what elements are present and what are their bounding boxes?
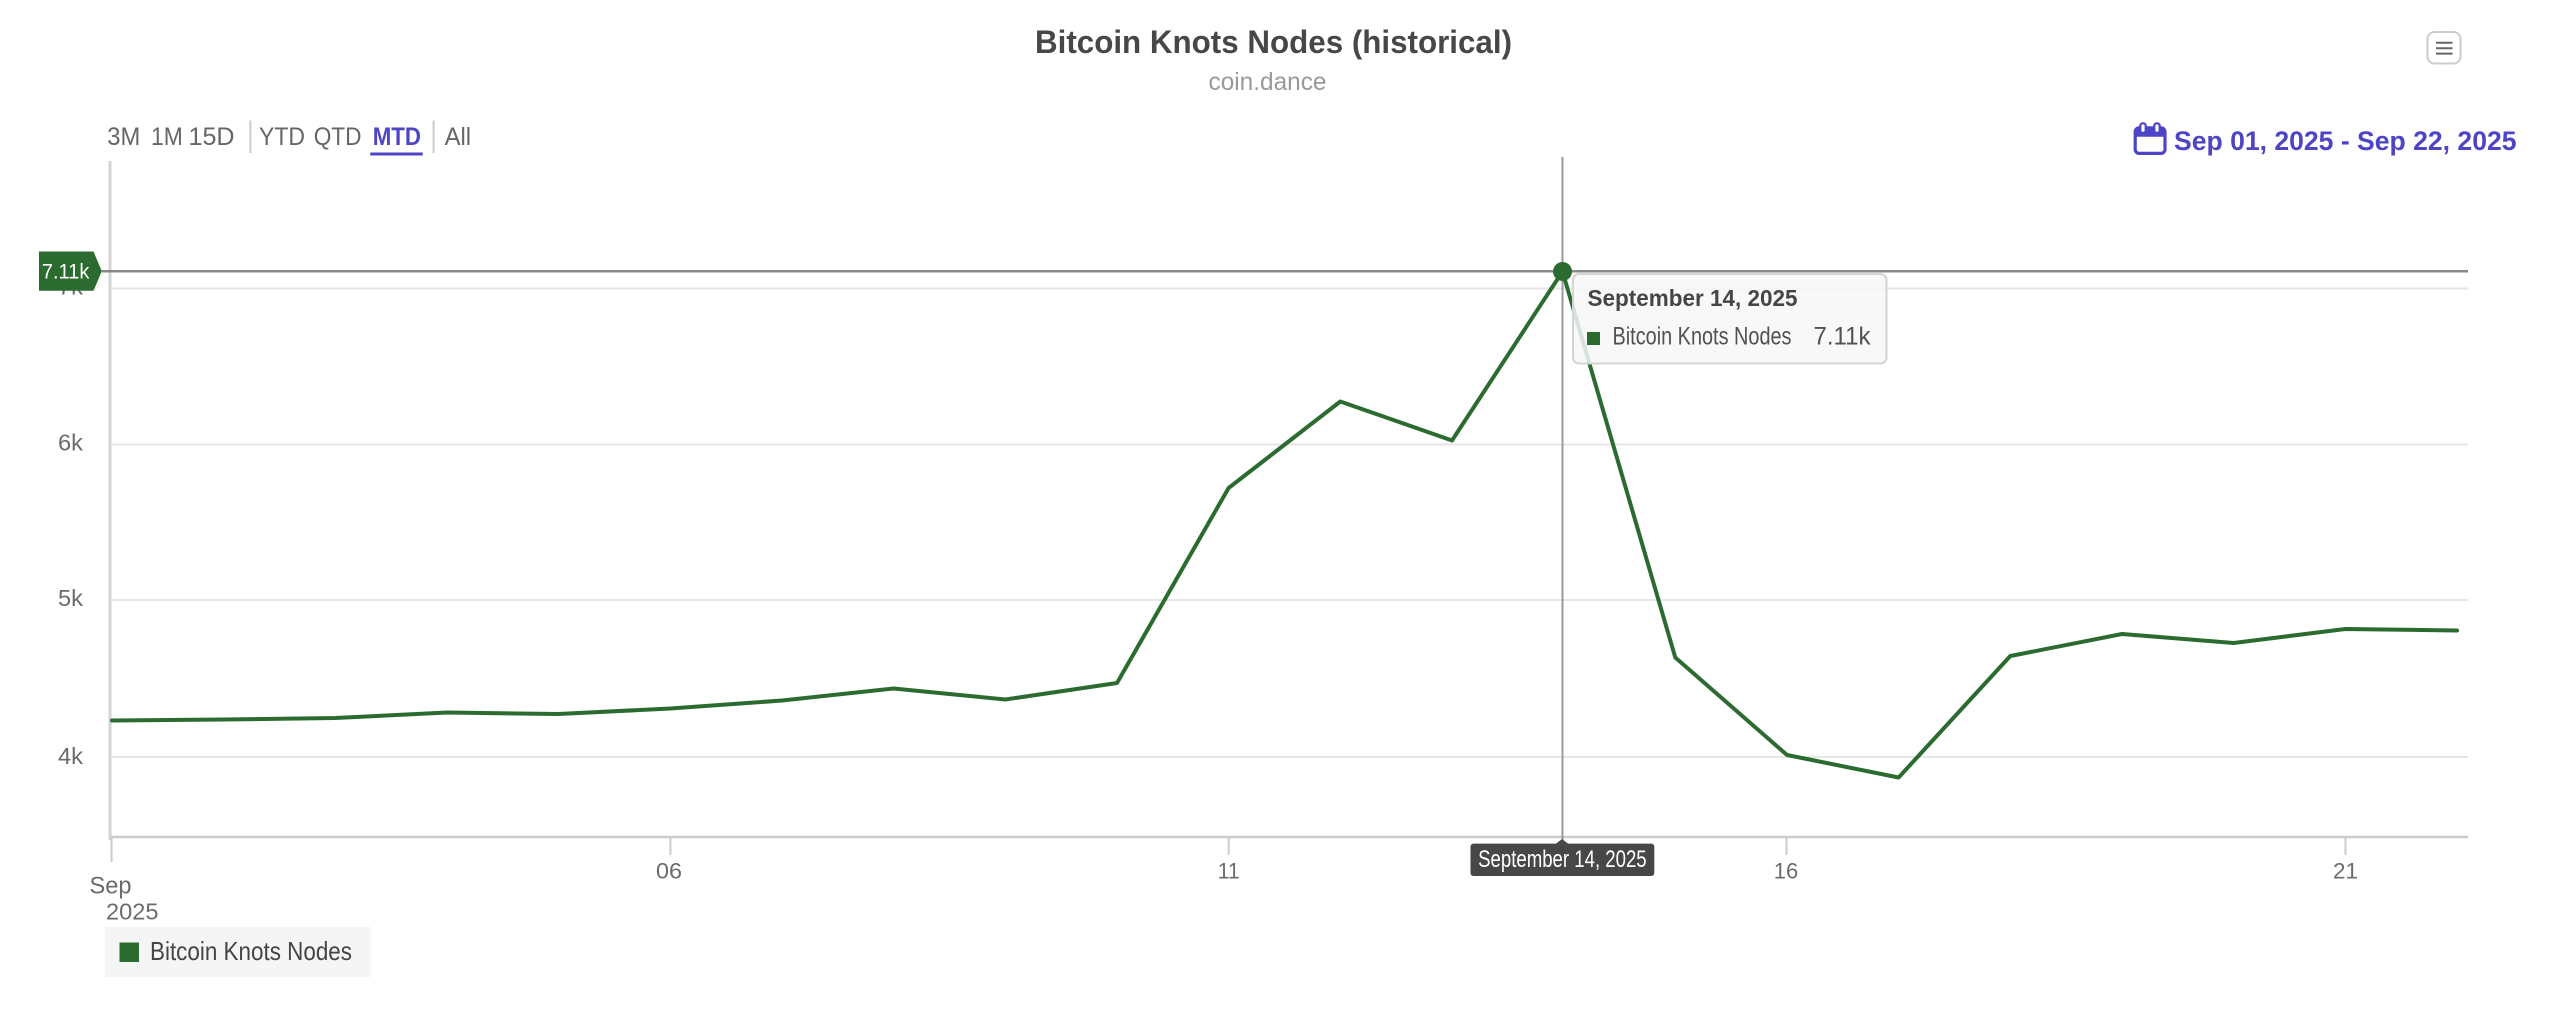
svg-text:QTD: QTD [314, 123, 362, 151]
svg-text:4k: 4k [58, 743, 84, 769]
svg-text:1M: 1M [151, 123, 183, 151]
svg-text:7.11k: 7.11k [1814, 323, 1871, 351]
svg-text:YTD: YTD [259, 123, 305, 151]
svg-text:16: 16 [1774, 859, 1799, 884]
svg-text:September 14, 2025: September 14, 2025 [1588, 285, 1798, 311]
svg-text:coin.dance: coin.dance [1209, 68, 1327, 96]
svg-text:Bitcoin Knots Nodes (historica: Bitcoin Knots Nodes (historical) [1035, 24, 1512, 60]
svg-text:Sep 01, 2025 - Sep 22, 2025: Sep 01, 2025 - Sep 22, 2025 [2174, 126, 2517, 156]
svg-text:Sep: Sep [90, 873, 132, 900]
svg-text:MTD: MTD [373, 123, 421, 151]
svg-text:15D: 15D [189, 123, 235, 151]
svg-text:September 14, 2025: September 14, 2025 [1478, 846, 1647, 873]
svg-text:3M: 3M [107, 123, 140, 151]
svg-text:Bitcoin Knots Nodes: Bitcoin Knots Nodes [150, 936, 352, 966]
svg-text:06: 06 [656, 859, 682, 884]
svg-text:11: 11 [1218, 859, 1240, 884]
svg-text:21: 21 [2333, 859, 2358, 884]
svg-text:2025: 2025 [106, 899, 159, 925]
svg-text:All: All [445, 123, 472, 151]
svg-text:7.11k: 7.11k [42, 261, 90, 284]
svg-text:Bitcoin Knots Nodes: Bitcoin Knots Nodes [1613, 323, 1792, 351]
svg-text:5k: 5k [58, 585, 84, 611]
svg-text:6k: 6k [58, 430, 84, 456]
